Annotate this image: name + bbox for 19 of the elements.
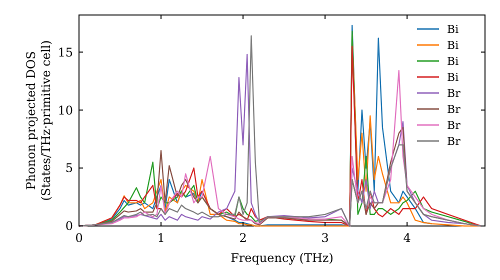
y-tick-label: 5 [65, 161, 73, 176]
y-tick-label: 15 [58, 45, 73, 60]
y-tick-label: 10 [58, 103, 73, 118]
x-tick-label: 0 [75, 231, 83, 245]
legend-label: Bi [447, 54, 460, 68]
x-tick-label: 4 [403, 231, 412, 245]
y-tick-label: 0 [65, 219, 73, 234]
legend-label: Bi [447, 38, 460, 52]
legend-label: Br [447, 102, 462, 116]
x-tick-label: 1 [157, 231, 165, 245]
x-tick-label: 3 [321, 231, 329, 245]
y-axis-title: Phonon projected DOS (States/THz·primitive cell) [24, 40, 53, 201]
legend-label: Br [447, 118, 462, 132]
legend-label: Bi [447, 22, 460, 36]
legend-label: Bi [447, 70, 460, 84]
legend-label: Br [447, 86, 462, 100]
x-tick-label: 2 [239, 231, 247, 245]
x-axis-title: Frequency (THz) [230, 251, 334, 265]
legend-label: Br [447, 134, 462, 148]
